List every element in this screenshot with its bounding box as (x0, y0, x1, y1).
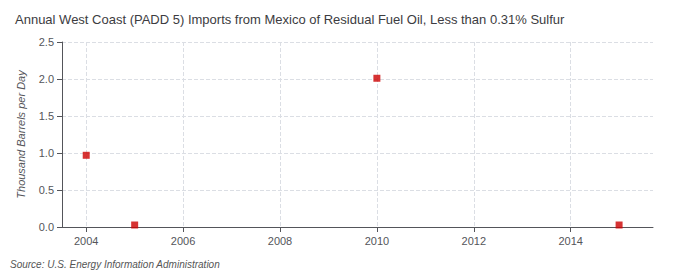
svg-text:Annual West Coast (PADD 5) Imp: Annual West Coast (PADD 5) Imports from … (15, 12, 565, 27)
svg-text:2.0: 2.0 (39, 73, 54, 85)
svg-text:2.5: 2.5 (39, 36, 54, 48)
svg-text:2006: 2006 (171, 235, 195, 247)
svg-text:0.5: 0.5 (39, 184, 54, 196)
svg-text:Thousand Barrels per Day: Thousand Barrels per Day (15, 69, 27, 199)
svg-text:1.5: 1.5 (39, 110, 54, 122)
svg-text:0.0: 0.0 (39, 221, 54, 233)
svg-text:2010: 2010 (365, 235, 389, 247)
svg-text:1.0: 1.0 (39, 147, 54, 159)
svg-text:Source: U.S. Energy Informatio: Source: U.S. Energy Information Administ… (10, 259, 220, 270)
svg-text:2004: 2004 (74, 235, 98, 247)
svg-text:2008: 2008 (268, 235, 292, 247)
svg-text:2014: 2014 (558, 235, 582, 247)
svg-text:2012: 2012 (462, 235, 486, 247)
